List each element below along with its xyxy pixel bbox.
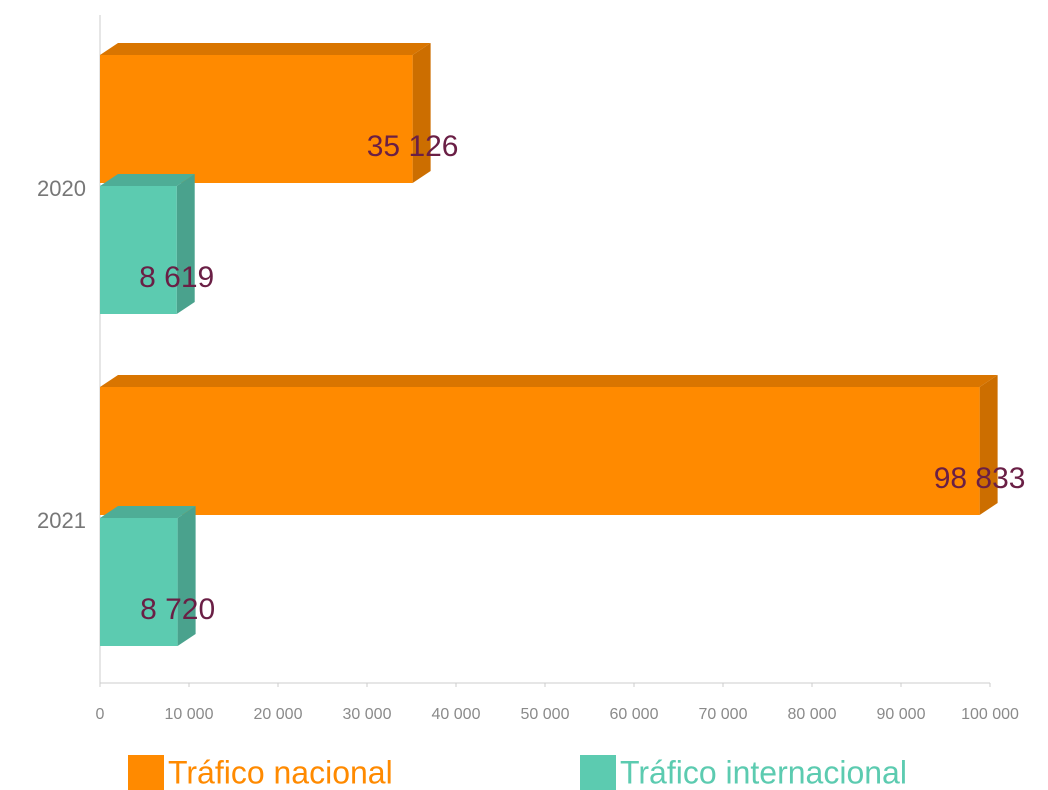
bar-top <box>100 43 431 55</box>
x-tick-label: 20 000 <box>254 706 303 723</box>
x-tick-label: 0 <box>96 706 105 723</box>
x-tick-label: 10 000 <box>165 706 214 723</box>
bar <box>100 518 178 646</box>
y-tick-label: 2020 <box>37 176 86 201</box>
bar-top <box>100 174 195 186</box>
bar <box>100 55 413 183</box>
bar-side <box>979 375 998 515</box>
x-tick-label: 30 000 <box>343 706 392 723</box>
bar <box>100 186 177 314</box>
bar-side <box>177 506 196 646</box>
x-tick-label: 100 000 <box>961 706 1019 723</box>
bar-top <box>100 375 998 387</box>
bar-side <box>412 43 431 183</box>
x-tick-label: 90 000 <box>877 706 926 723</box>
x-tick-label: 70 000 <box>699 706 748 723</box>
legend-label: Tráfico internacional <box>620 754 907 790</box>
legend-label: Tráfico nacional <box>168 754 393 790</box>
legend-swatch <box>580 755 616 790</box>
value-label: 35 126 <box>367 130 459 163</box>
x-tick-label: 50 000 <box>521 706 570 723</box>
legend-swatch <box>128 755 164 790</box>
x-tick-label: 60 000 <box>610 706 659 723</box>
bar-side <box>176 174 195 314</box>
x-tick-label: 40 000 <box>432 706 481 723</box>
value-label: 98 833 <box>934 462 1026 495</box>
bar-top <box>100 506 196 518</box>
value-label: 8 619 <box>139 261 214 294</box>
y-tick-label: 2021 <box>37 508 86 533</box>
bar <box>100 387 980 515</box>
value-label: 8 720 <box>140 593 215 626</box>
x-tick-label: 80 000 <box>788 706 837 723</box>
